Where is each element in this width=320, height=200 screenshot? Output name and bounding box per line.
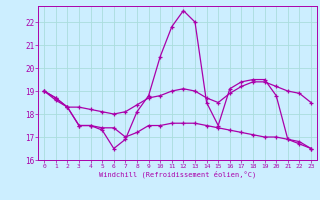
X-axis label: Windchill (Refroidissement éolien,°C): Windchill (Refroidissement éolien,°C): [99, 171, 256, 178]
